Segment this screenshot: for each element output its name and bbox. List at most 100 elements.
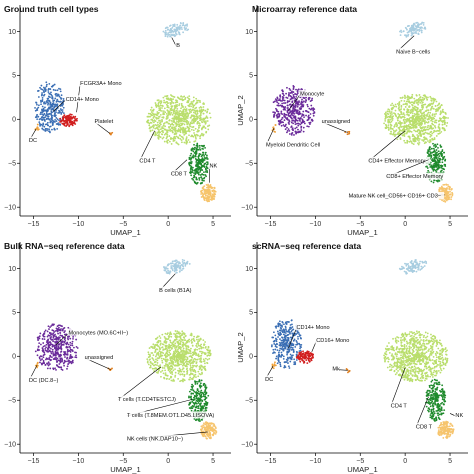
data-point xyxy=(185,142,188,145)
data-point xyxy=(210,199,213,201)
data-point xyxy=(161,359,164,362)
data-point xyxy=(196,99,199,102)
data-point xyxy=(425,106,428,109)
data-point xyxy=(51,128,53,131)
data-point xyxy=(177,331,180,334)
data-point xyxy=(168,367,171,370)
data-point xyxy=(36,128,39,130)
data-point xyxy=(292,110,295,113)
data-point xyxy=(195,152,198,155)
data-point xyxy=(400,113,403,116)
data-point xyxy=(401,130,404,132)
data-point xyxy=(195,114,198,116)
data-point xyxy=(195,133,198,136)
data-point xyxy=(182,137,185,140)
data-point xyxy=(397,115,400,118)
data-point xyxy=(155,353,158,356)
data-point xyxy=(184,334,187,337)
data-point xyxy=(175,271,178,274)
data-point xyxy=(297,117,300,119)
data-point xyxy=(177,96,180,99)
data-point xyxy=(203,179,205,182)
data-point xyxy=(437,125,440,128)
data-point xyxy=(203,158,206,161)
data-point xyxy=(190,149,193,152)
data-point xyxy=(308,116,310,119)
data-point xyxy=(58,109,60,112)
data-point xyxy=(302,126,305,129)
data-point xyxy=(429,108,432,111)
data-point xyxy=(442,183,445,186)
data-point xyxy=(193,152,196,154)
data-point xyxy=(430,180,433,183)
data-point xyxy=(72,115,75,118)
data-point xyxy=(447,183,449,186)
data-point xyxy=(397,131,400,134)
data-point xyxy=(179,267,182,270)
data-point xyxy=(173,115,176,118)
data-point xyxy=(394,103,397,106)
data-point xyxy=(416,21,419,24)
data-point xyxy=(205,192,208,194)
series-2 xyxy=(34,323,79,371)
data-point xyxy=(424,95,427,98)
data-point xyxy=(199,169,202,172)
data-point xyxy=(193,172,195,174)
data-point xyxy=(419,96,422,98)
data-point xyxy=(398,108,401,111)
data-point xyxy=(204,109,207,112)
data-point xyxy=(48,328,50,330)
data-point xyxy=(296,92,299,95)
data-point xyxy=(41,92,43,94)
data-point xyxy=(47,89,50,91)
data-point xyxy=(419,98,422,101)
data-point xyxy=(66,357,68,360)
data-point xyxy=(286,97,289,99)
annotation-label: NK xyxy=(209,164,217,170)
data-point xyxy=(183,370,186,373)
data-point xyxy=(409,120,411,122)
data-point xyxy=(412,124,414,127)
data-point xyxy=(201,179,204,182)
data-point xyxy=(300,101,303,104)
data-point xyxy=(146,358,149,361)
data-point xyxy=(47,361,50,363)
data-point xyxy=(203,171,205,173)
data-point xyxy=(37,346,40,348)
data-point xyxy=(42,356,45,359)
data-point xyxy=(446,194,448,197)
data-point xyxy=(148,347,151,349)
data-point xyxy=(205,169,207,171)
data-point xyxy=(42,122,45,125)
data-point xyxy=(436,167,439,170)
annotation-bg xyxy=(320,117,354,125)
data-point xyxy=(439,110,442,113)
data-point xyxy=(275,99,278,102)
series-5 xyxy=(146,330,212,383)
data-point xyxy=(169,344,171,347)
data-point xyxy=(202,151,205,154)
data-point xyxy=(391,107,394,110)
data-point xyxy=(435,166,438,168)
data-point xyxy=(193,169,196,172)
data-point xyxy=(311,119,314,121)
data-point xyxy=(423,126,426,128)
data-point xyxy=(50,347,52,350)
data-point xyxy=(51,116,54,119)
data-point xyxy=(191,120,193,122)
data-point xyxy=(194,373,197,376)
data-point xyxy=(398,101,401,104)
data-point xyxy=(188,109,191,112)
data-point xyxy=(70,355,73,358)
y-tick-label: 0 xyxy=(249,117,253,124)
data-point xyxy=(43,112,46,115)
data-point xyxy=(48,82,51,85)
data-point xyxy=(39,361,41,364)
data-point xyxy=(387,124,390,127)
data-point xyxy=(427,117,430,120)
data-point xyxy=(154,102,157,104)
data-point xyxy=(209,349,211,352)
data-point xyxy=(44,348,47,350)
data-point xyxy=(164,101,167,104)
data-point xyxy=(174,259,177,262)
